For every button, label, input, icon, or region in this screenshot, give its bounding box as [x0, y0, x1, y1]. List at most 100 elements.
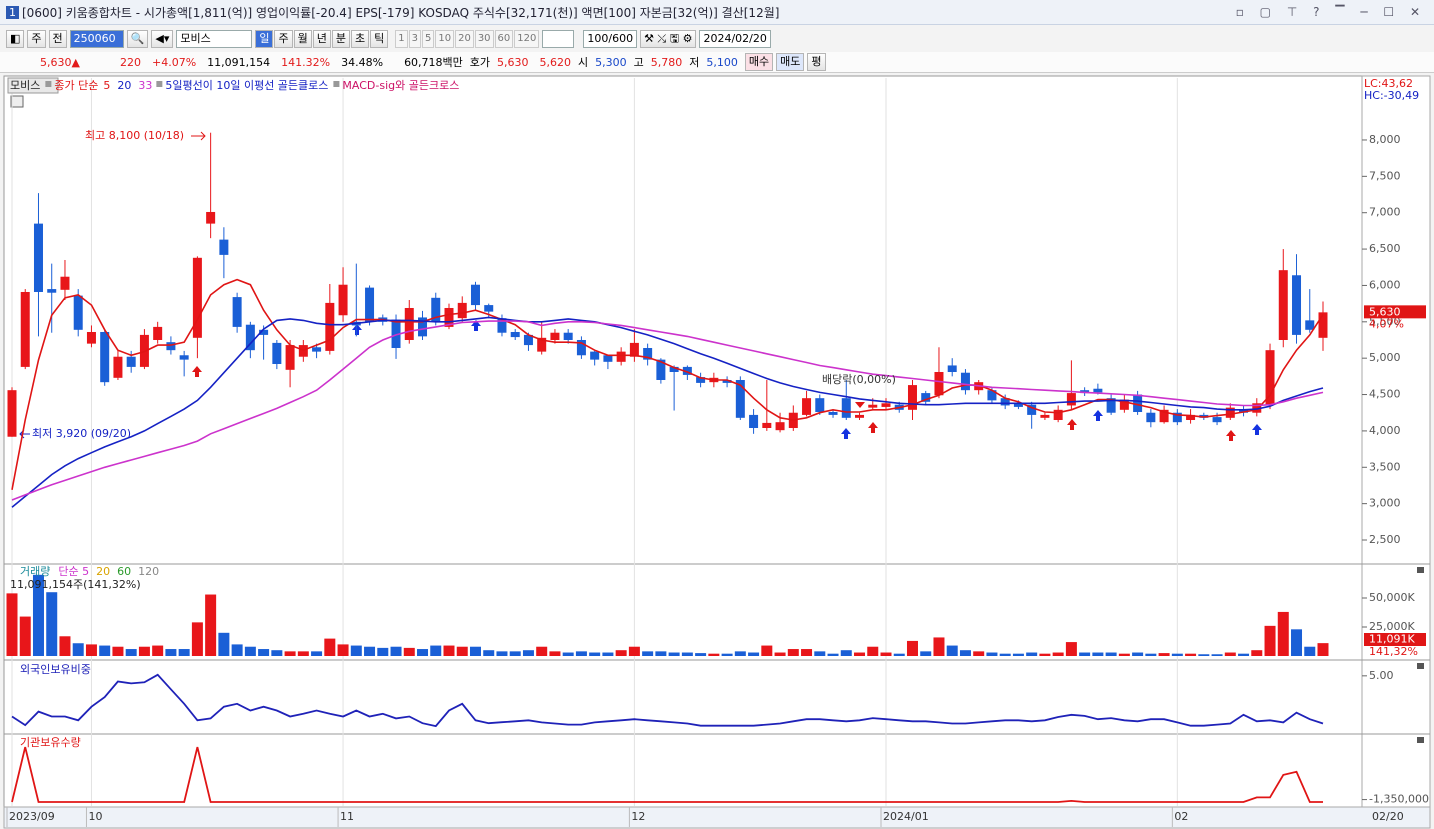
- period-button[interactable]: 월: [293, 30, 312, 48]
- bid: 5,620: [539, 55, 572, 69]
- candle-body: [815, 398, 825, 413]
- open: 5,300: [595, 55, 627, 69]
- candle-body: [338, 284, 348, 316]
- candle-body: [960, 372, 970, 391]
- candle-body: [7, 390, 17, 437]
- period-button[interactable]: 분: [331, 30, 350, 48]
- volume-bar: [986, 652, 998, 656]
- period-button[interactable]: 틱: [370, 30, 389, 48]
- volume-bar: [787, 649, 799, 656]
- signal-arrow: [855, 402, 865, 408]
- interval-button[interactable]: 5: [421, 30, 435, 48]
- candle-body: [100, 331, 110, 383]
- last-volume-label: 11,091K: [1369, 633, 1415, 646]
- layout-button[interactable]: ◧: [6, 30, 25, 48]
- volume-bar: [46, 592, 58, 656]
- candle-body: [20, 291, 30, 367]
- x-tick-label: 10: [88, 810, 102, 823]
- stock-name[interactable]: 모비스: [176, 30, 253, 48]
- candle-body: [1172, 412, 1182, 423]
- volume-bar: [85, 644, 97, 656]
- candle-body: [1146, 412, 1156, 423]
- interval-button[interactable]: 30: [474, 30, 494, 48]
- volume-bar: [32, 574, 44, 656]
- interval-button[interactable]: 10: [435, 30, 455, 48]
- stock-code[interactable]: 250060: [69, 30, 124, 48]
- candle-body: [365, 287, 375, 322]
- amount: 60,718백만: [404, 56, 463, 69]
- volume-bar: [708, 653, 720, 656]
- interval-input[interactable]: [542, 30, 575, 48]
- candle-body: [629, 342, 639, 357]
- legend-entry: 60: [117, 565, 131, 578]
- volume-bar: [1158, 653, 1170, 656]
- candle-body: [576, 339, 586, 356]
- interval-button[interactable]: 1: [395, 30, 408, 48]
- volume-bar: [443, 645, 455, 656]
- volume-bar: [1092, 652, 1104, 656]
- high: 5,780: [650, 55, 683, 69]
- window-controls[interactable]: ▫ ▢ ⊤ ? ▔ ─ ☐ ✕: [1235, 5, 1426, 19]
- annotation: 배당락(0,00%): [822, 373, 896, 386]
- volume-bar: [695, 653, 707, 656]
- period-button[interactable]: 년: [312, 30, 331, 48]
- candle-body: [934, 371, 944, 396]
- candle-body: [431, 297, 441, 322]
- title-bar: 1 [0600] 키움종합차트 - 시가총액[1,811(억)] 영업이익률[-…: [0, 0, 1434, 25]
- volume-rate: 141.32%: [281, 55, 331, 69]
- volume-bar: [721, 653, 733, 656]
- candle-body: [166, 342, 176, 351]
- volume-bar: [655, 651, 667, 656]
- candle-body: [470, 284, 480, 306]
- date[interactable]: 2024/02/20: [699, 30, 771, 48]
- chart-frame: [3, 75, 1431, 829]
- last-price-tag: [1364, 305, 1426, 319]
- candle-body: [868, 404, 878, 408]
- signal-arrow: [352, 324, 362, 335]
- volume-bar: [1317, 643, 1329, 656]
- table-icon[interactable]: [10, 95, 24, 108]
- moving-average-line: [11, 320, 1324, 501]
- volume-bar: [959, 650, 971, 656]
- indicator-line: [11, 673, 1324, 728]
- y-tick-label: 50,000K: [1369, 591, 1415, 604]
- candle-body: [206, 211, 216, 224]
- interval-button[interactable]: 60: [494, 30, 514, 48]
- period-type[interactable]: 주: [27, 30, 46, 48]
- buy-button[interactable]: 매수: [744, 53, 774, 71]
- period-button[interactable]: 일: [255, 30, 274, 48]
- legend-entry: 5: [103, 79, 110, 92]
- low: 5,100: [706, 55, 738, 69]
- interval-button[interactable]: 3: [408, 30, 421, 48]
- legend-entry: 20: [117, 79, 131, 92]
- volume-bar: [1105, 652, 1117, 656]
- candle-body: [1066, 393, 1076, 406]
- candle-body: [60, 276, 70, 290]
- panel-menu: [1417, 737, 1424, 743]
- eval-button[interactable]: 평: [807, 53, 826, 71]
- volume-bar: [827, 653, 839, 656]
- volume-bar: [973, 651, 985, 656]
- volume-bar: [880, 652, 892, 656]
- count[interactable]: 100/600: [583, 30, 638, 48]
- period-button[interactable]: 초: [350, 30, 370, 48]
- sell-button[interactable]: 매도: [776, 53, 805, 71]
- volume: 11,091,154: [207, 55, 271, 69]
- volume-bar: [1291, 629, 1303, 656]
- last-change-label: 4,07%: [1369, 317, 1404, 330]
- sound-button[interactable]: ◀▾: [151, 30, 174, 48]
- x-tick-label: 2023/09: [9, 810, 55, 823]
- volume-bar: [456, 646, 468, 656]
- tool-buttons[interactable]: ⚒ ⤯ 🖫 ⚙: [640, 30, 697, 48]
- scope[interactable]: 전: [48, 30, 67, 48]
- candle-body: [1027, 404, 1037, 415]
- period-button[interactable]: 주: [274, 30, 293, 48]
- interval-button[interactable]: 20: [455, 30, 474, 48]
- volume-bar: [311, 651, 323, 656]
- y-tick-label: 4,500: [1369, 388, 1401, 401]
- candle-body: [418, 317, 428, 337]
- search-button[interactable]: 🔍: [126, 30, 149, 48]
- y-tick-label: -1,350,000: [1369, 793, 1429, 806]
- interval-button[interactable]: 120: [514, 30, 540, 48]
